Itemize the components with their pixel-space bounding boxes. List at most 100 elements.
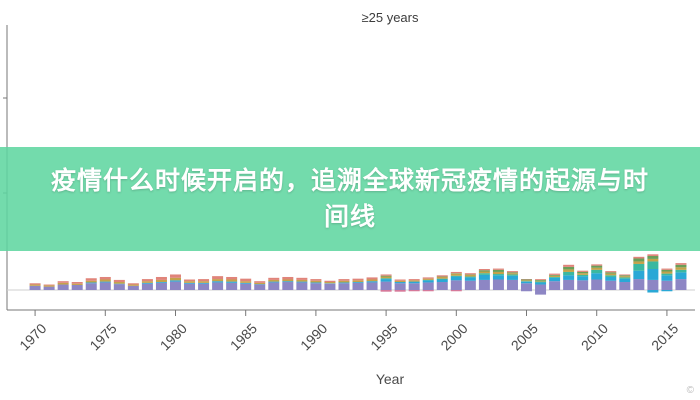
bar-2015-segment-4 [661,269,673,272]
bar-2013-segment-5 [633,256,645,259]
series-label: ≥25 years [361,10,419,25]
bar-1992-segment-3 [338,280,350,283]
bar-2012-segment-5 [619,274,631,276]
bar-2010-segment-3 [591,267,603,270]
bar-1998-segment-0 [422,282,434,290]
bar-2004-segment-1 [506,275,518,280]
x-tick-label-1980: 1980 [157,320,190,353]
bar-2001-segment-5 [464,273,476,275]
bar-1979-segment-1 [155,282,167,283]
bars-group [29,254,687,295]
bar-1988-segment-3 [282,279,294,282]
bar-1984-segment-1 [226,281,238,283]
bar-1990-segment-3 [310,280,322,283]
bar-2016-segment-0 [675,279,687,290]
bar-2007-segment-0 [549,281,561,290]
bar-1995-segment-0 [380,281,392,290]
x-tick-label-1990: 1990 [297,320,330,353]
bar-1990-segment-1 [310,282,322,284]
bar-1974-segment-5 [85,278,97,281]
bar-1974-segment-0 [85,283,97,290]
bar-2016-segment-3 [675,267,687,270]
bar-2011-segment-0 [605,280,617,290]
x-tick-label-2015: 2015 [648,320,681,353]
bar-2014-segment-3 [647,258,659,262]
bar-2013-segment-0 [633,279,645,290]
bar-1997-segment-1 [408,281,420,284]
bar-2001-segment-3 [464,274,476,277]
bar-2000-segment-1 [450,276,462,281]
bar-1990-segment-0 [310,283,322,290]
bar-2009-segment-2 [577,274,589,277]
bar-2007-segment-4 [549,274,561,276]
bar-1992-segment-5 [338,279,350,281]
bar-1995-segment-1 [380,279,392,282]
bar-2015-negative-2 [661,290,673,292]
bar-1978-segment-0 [141,283,153,290]
bar-1991-segment-3 [324,282,336,284]
bar-1999-segment-0 [436,282,448,290]
bar-2009-segment-3 [577,273,589,275]
bar-1984-segment-3 [226,279,238,282]
bar-2011-segment-2 [605,275,617,277]
bar-1975-segment-0 [99,282,111,290]
bar-2003-segment-2 [492,274,504,276]
title-banner: 疫情什么时候开启的，追溯全球新冠疫情的起源与时间线 [0,147,700,251]
bar-1981-segment-5 [184,279,196,282]
bar-2009-segment-0 [577,280,589,290]
bar-1996-segment-0 [394,283,406,290]
bar-1983-segment-1 [212,281,224,283]
bar-1992-segment-0 [338,283,350,290]
bar-2007-segment-3 [549,275,561,277]
bar-1997-negative-0 [408,290,420,292]
bar-1982-segment-1 [198,282,210,284]
bar-2013-segment-1 [633,270,645,280]
bar-1981-segment-0 [184,283,196,290]
bar-2012-segment-4 [619,275,631,277]
watermark: © [686,385,694,396]
bar-2006-segment-3 [535,280,547,282]
bar-1993-segment-0 [352,282,364,290]
bar-2003-segment-0 [492,279,504,290]
bar-2004-segment-2 [506,274,518,276]
bar-2000-segment-5 [450,271,462,274]
bar-2002-segment-2 [478,273,490,275]
bar-2003-segment-5 [492,268,504,270]
bar-1975-segment-5 [99,276,111,280]
bar-1982-segment-3 [198,281,210,283]
bar-2011-segment-4 [605,272,617,274]
bar-2007-segment-2 [549,276,561,278]
bar-1988-segment-1 [282,281,294,283]
bar-1972-segment-0 [57,284,69,290]
bar-1970-segment-0 [29,285,41,290]
bar-2013-segment-3 [633,261,645,264]
bar-2008-segment-5 [563,264,575,267]
bar-2002-segment-3 [478,271,490,274]
x-tick-label-2005: 2005 [508,320,541,353]
bar-1989-segment-3 [296,279,308,282]
bar-2010-segment-0 [591,279,603,290]
bar-2010-segment-4 [591,265,603,268]
bar-2003-segment-1 [492,275,504,280]
bar-2006-negative-1 [535,290,547,295]
bar-2012-segment-1 [619,278,631,283]
bar-1994-segment-5 [366,277,378,280]
bar-1971-segment-5 [43,284,55,286]
bar-2012-segment-2 [619,277,631,279]
bar-1996-segment-1 [394,282,406,284]
bar-1983-segment-5 [212,276,224,280]
bar-2013-segment-2 [633,263,645,271]
bar-1991-segment-5 [324,280,336,283]
bar-1998-segment-1 [422,280,434,283]
bar-1984-segment-5 [226,276,238,280]
bar-1971-segment-0 [43,286,55,290]
bar-2014-negative-2 [647,290,659,293]
bar-1983-segment-0 [212,282,224,290]
bar-2013-segment-4 [633,258,645,262]
bar-1996-segment-5 [394,279,406,281]
bar-2009-segment-1 [577,276,589,281]
bar-1985-segment-0 [240,283,252,290]
bar-1973-segment-0 [71,284,83,290]
bar-1980-segment-0 [169,281,181,290]
bar-2015-segment-0 [661,280,673,290]
